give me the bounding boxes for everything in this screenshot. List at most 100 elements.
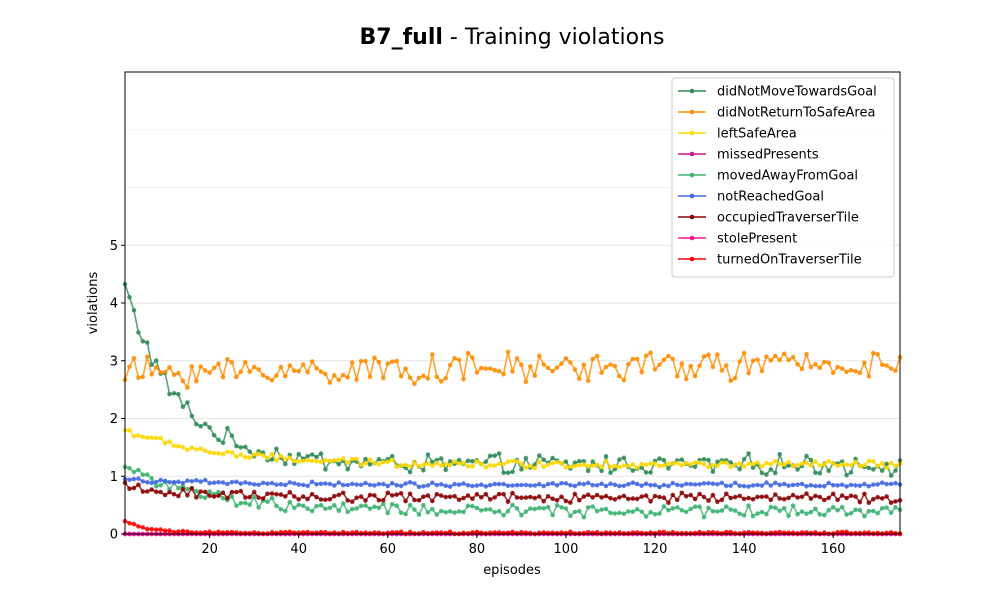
data-point [804, 491, 809, 496]
data-point [626, 509, 631, 514]
data-point [835, 497, 840, 503]
data-point [305, 529, 310, 535]
data-point [866, 465, 872, 471]
data-point [470, 464, 475, 469]
data-point [728, 483, 733, 489]
y-tick-label: 4 [110, 297, 118, 312]
data-point [416, 464, 422, 469]
data-point [728, 460, 733, 465]
data-point [456, 461, 462, 466]
data-point [853, 456, 858, 462]
data-point [848, 470, 854, 475]
data-point [732, 480, 738, 486]
data-point [345, 467, 351, 472]
data-point [612, 482, 618, 488]
data-point [719, 508, 725, 513]
data-point [835, 508, 840, 513]
data-point [501, 371, 506, 377]
data-point [884, 461, 889, 467]
data-point [216, 451, 221, 456]
data-point [679, 457, 685, 462]
data-point [318, 502, 324, 508]
data-point [594, 492, 600, 498]
data-point [153, 365, 159, 370]
data-point [274, 530, 279, 536]
data-point [176, 443, 181, 449]
x-tick-label: 100 [554, 542, 579, 557]
data-point [247, 530, 252, 536]
data-point [630, 356, 636, 362]
data-point [243, 455, 248, 460]
data-point [345, 509, 351, 515]
data-point [532, 465, 538, 471]
data-point [710, 462, 716, 468]
data-point [367, 506, 373, 512]
data-point [340, 456, 346, 461]
data-point [176, 479, 181, 485]
data-point [421, 530, 426, 535]
data-point [581, 530, 587, 536]
data-point [340, 529, 346, 535]
data-point [220, 440, 226, 446]
data-point [755, 460, 760, 465]
data-point [871, 467, 876, 472]
data-point [198, 364, 203, 369]
data-point [189, 486, 195, 491]
data-point [746, 495, 751, 501]
data-point [438, 482, 444, 487]
data-point [879, 480, 885, 486]
data-point [715, 352, 720, 357]
data-point [514, 495, 520, 500]
data-point [305, 369, 310, 375]
data-point [630, 496, 636, 501]
data-point [300, 458, 306, 464]
data-point [260, 496, 266, 501]
data-point [229, 494, 235, 499]
data-point [496, 461, 502, 466]
data-point [715, 459, 720, 465]
legend-item: missedPresents [678, 148, 819, 163]
legend-swatch-marker [689, 214, 695, 220]
data-point [862, 491, 867, 497]
data-point [296, 502, 302, 508]
data-point [131, 307, 137, 313]
data-point [492, 495, 498, 500]
legend-item: turnedOnTraverserTile [678, 253, 862, 268]
data-point [657, 494, 662, 500]
data-point [416, 531, 422, 536]
data-point [617, 457, 622, 462]
data-point [781, 351, 787, 357]
data-point [577, 497, 582, 503]
data-point [603, 454, 609, 459]
data-point [443, 494, 449, 500]
data-point [345, 498, 351, 503]
data-point [577, 376, 582, 382]
data-point [692, 464, 698, 470]
data-point [795, 467, 800, 472]
data-point [764, 480, 769, 485]
data-point [447, 494, 453, 500]
data-point [777, 508, 782, 514]
data-point [216, 529, 221, 535]
data-point [528, 506, 533, 511]
data-point [590, 356, 595, 362]
data-point [269, 451, 275, 457]
data-point [732, 462, 738, 467]
data-point [523, 509, 529, 514]
data-point [234, 503, 239, 509]
data-point [336, 461, 342, 467]
data-point [697, 363, 702, 369]
data-point [505, 459, 511, 464]
data-point [234, 489, 239, 495]
data-point [746, 461, 751, 467]
data-point [176, 529, 181, 534]
data-point [149, 487, 154, 492]
data-point [688, 506, 693, 512]
data-point [741, 350, 747, 356]
data-point [323, 371, 328, 377]
data-point [247, 455, 252, 460]
data-point [461, 530, 466, 536]
data-point [461, 460, 466, 466]
